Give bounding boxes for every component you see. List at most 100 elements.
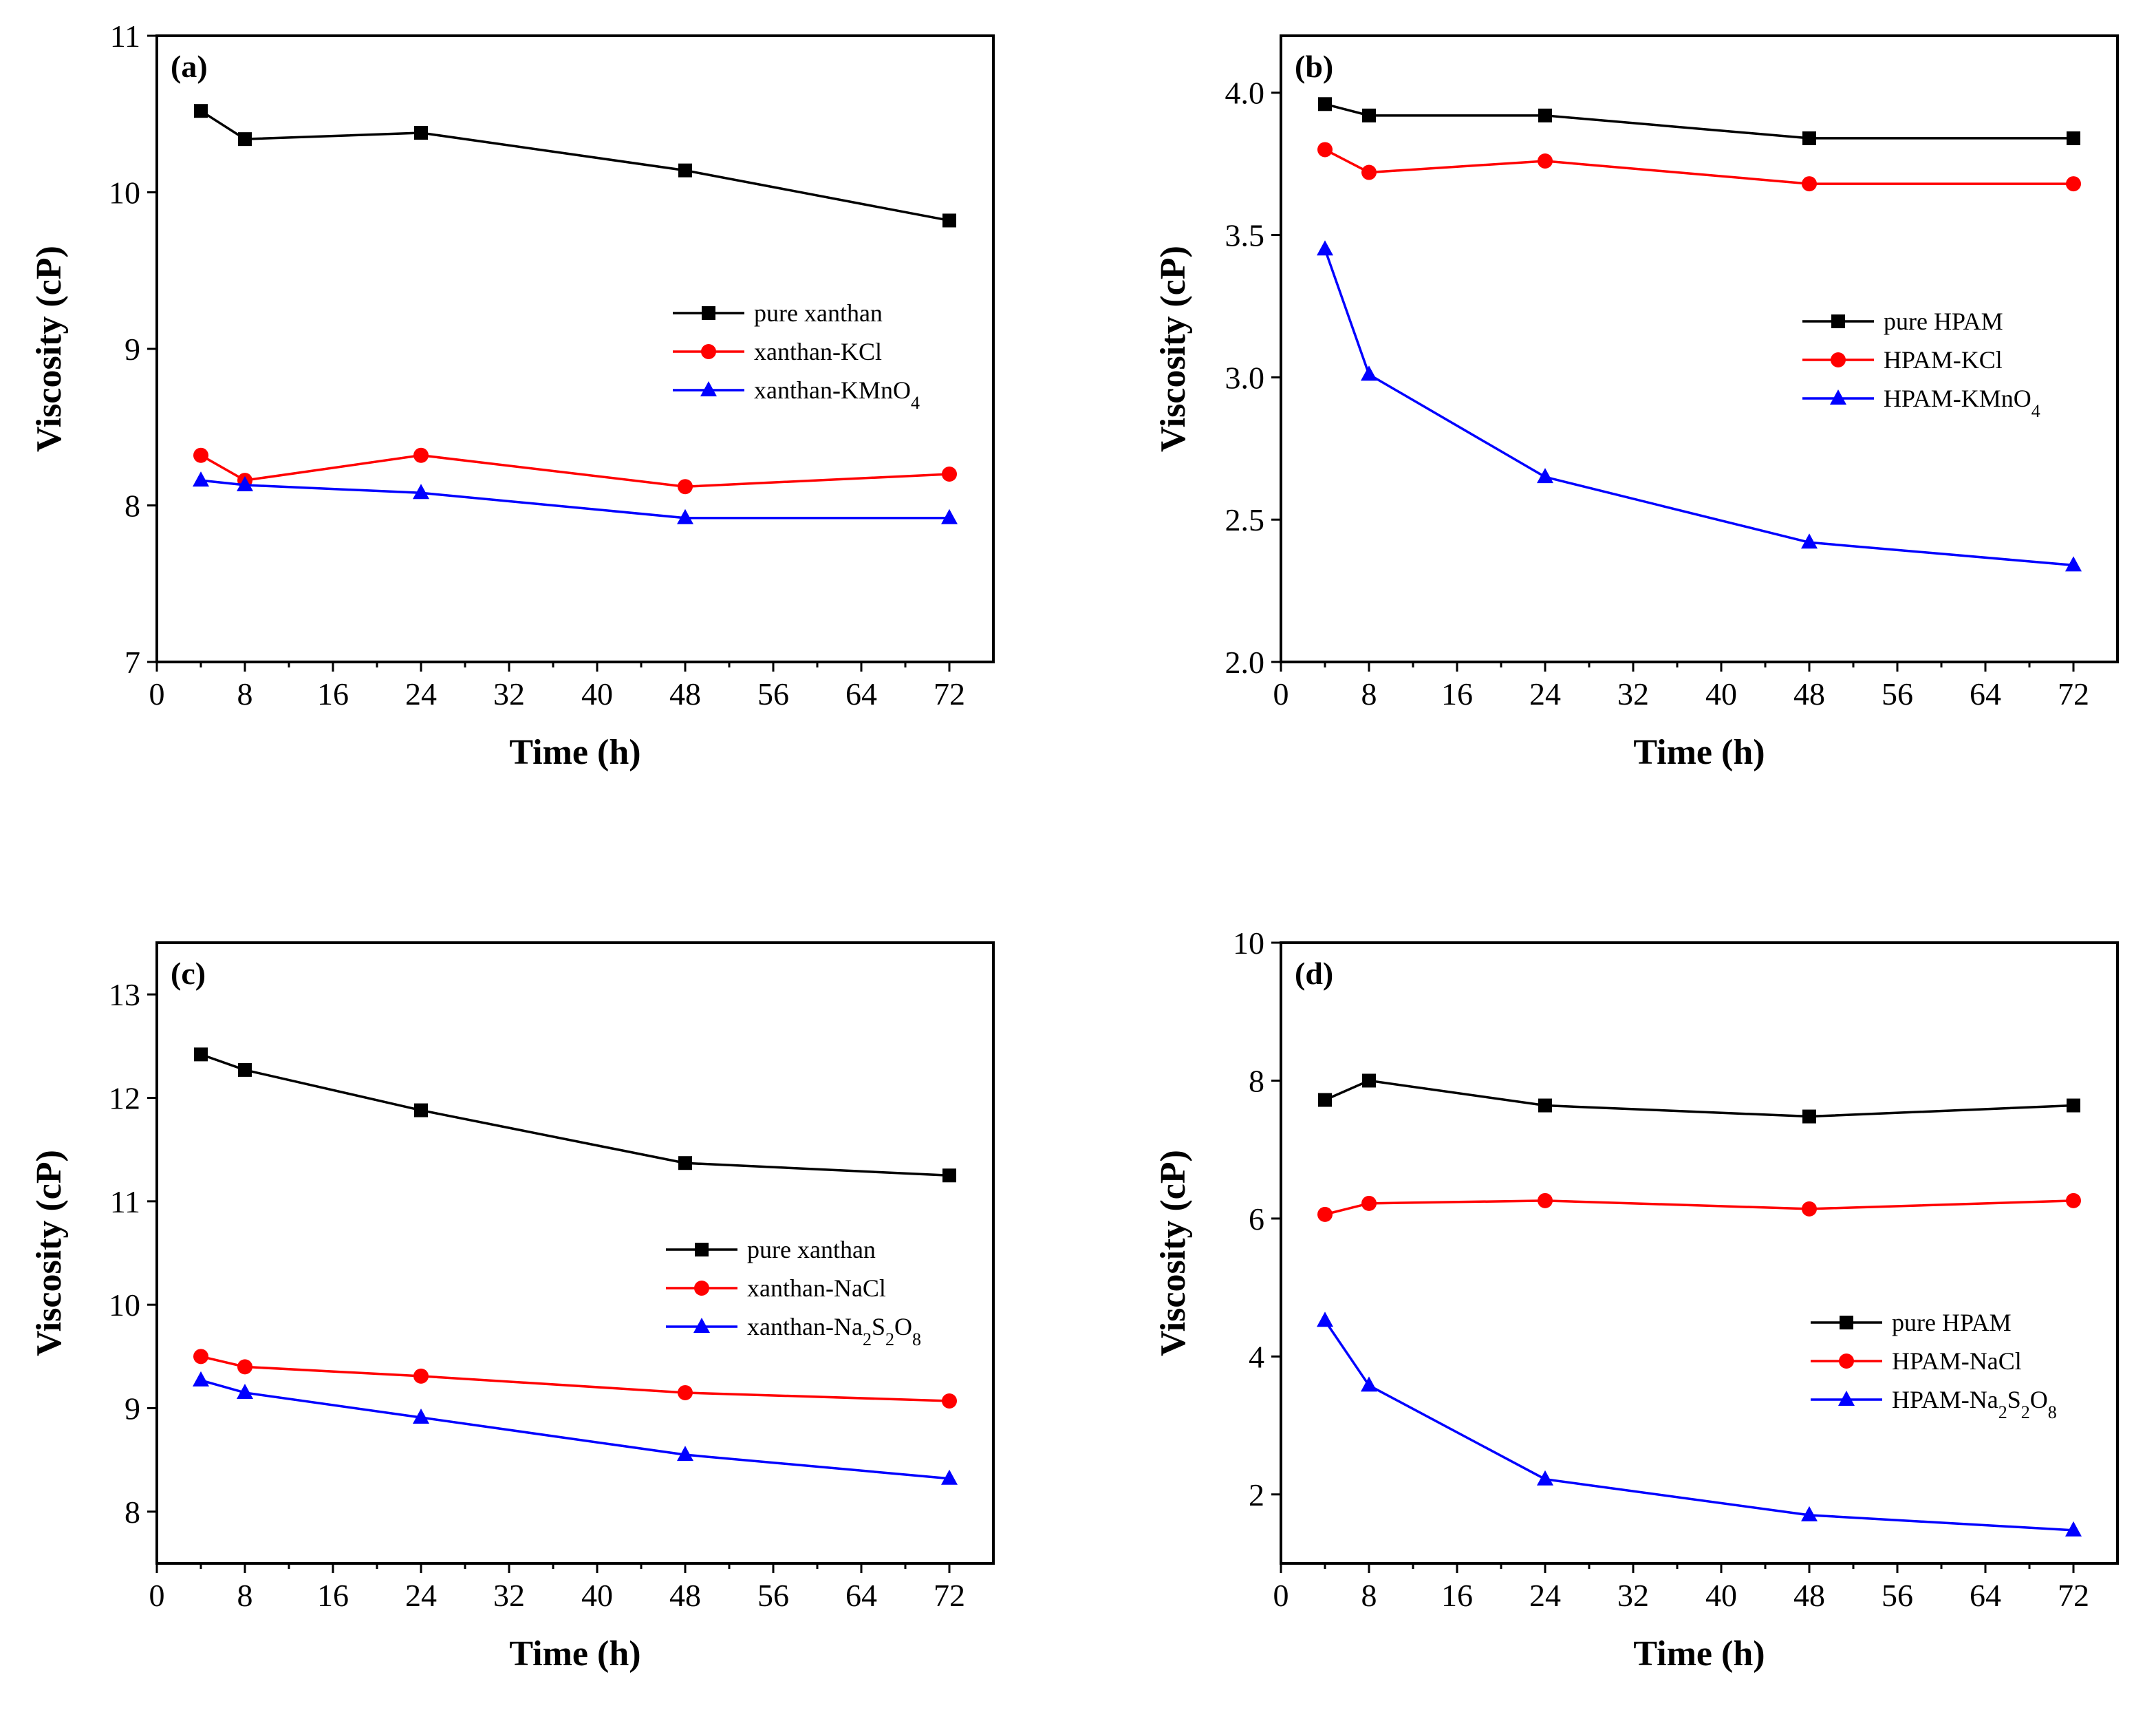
data-point [414, 126, 428, 140]
x-tick-label: 8 [237, 676, 253, 711]
x-tick-label: 16 [317, 1578, 349, 1613]
legend-marker [1830, 389, 1846, 405]
x-tick-label: 64 [845, 1578, 877, 1613]
data-point [238, 132, 252, 147]
legend-marker [1831, 352, 1846, 367]
y-tick-label: 11 [110, 1184, 140, 1219]
legend-marker [1839, 1353, 1854, 1369]
data-point [2065, 1521, 2082, 1537]
data-point [413, 447, 429, 463]
x-axis-label: Time (h) [509, 1634, 640, 1673]
data-point [1801, 1506, 1818, 1521]
data-point [238, 1062, 252, 1077]
series-line-0 [1324, 103, 2073, 140]
x-tick-label: 72 [934, 676, 965, 711]
x-tick-label: 40 [581, 676, 613, 711]
legend-label: xanthan-KMnO4 [754, 376, 920, 413]
data-point [1318, 97, 1332, 111]
series-line-1 [1324, 1199, 2074, 1216]
x-tick-label: 0 [1273, 676, 1289, 711]
x-tick-label: 72 [2058, 676, 2089, 711]
x-tick-label: 0 [1273, 1578, 1289, 1613]
data-point [942, 467, 957, 482]
x-tick-label: 40 [1705, 1578, 1737, 1613]
data-point [1362, 108, 1376, 122]
y-tick-label: 2.0 [1225, 645, 1265, 680]
data-point [1538, 1192, 1553, 1208]
data-point [1538, 108, 1552, 122]
y-tick-label: 3.0 [1225, 360, 1265, 395]
x-tick-label: 24 [1529, 1578, 1561, 1613]
data-point [413, 1368, 429, 1384]
legend-label: HPAM-KCl [1884, 346, 2003, 374]
x-tick-label: 0 [149, 1578, 165, 1613]
x-tick-label: 48 [669, 1578, 701, 1613]
data-point [1361, 164, 1377, 180]
legend-marker [700, 381, 717, 396]
series-line-0 [200, 109, 950, 222]
x-axis-label: Time (h) [1633, 1634, 1765, 1673]
y-tick-label: 4 [1249, 1339, 1264, 1374]
y-tick-label: 8 [125, 489, 140, 524]
legend-label: pure xanthan [754, 299, 883, 327]
plot-frame [1280, 941, 2119, 1565]
data-point [1361, 1195, 1377, 1211]
legend-marker [701, 344, 716, 359]
y-tick-label: 9 [125, 1391, 140, 1426]
data-point [2066, 176, 2081, 192]
data-point [1317, 240, 1333, 256]
legend-marker [1840, 1316, 1853, 1329]
x-axis-label: Time (h) [1633, 733, 1765, 772]
chart-panel-c: 0 8 16 24 32 40 48 56 64 72 8 9 10 11 12 13 Time (h) Visc… [30, 941, 995, 1673]
series-line-2 [200, 479, 949, 520]
legend-marker [693, 1318, 710, 1333]
plot-frame [155, 941, 995, 1565]
legend-marker [1838, 1391, 1855, 1406]
series-line-0 [200, 1053, 950, 1177]
data-point [1802, 176, 1817, 192]
data-point [1361, 365, 1377, 381]
data-point [193, 1349, 208, 1365]
data-point [413, 484, 429, 500]
x-axis-label: Time (h) [509, 733, 640, 772]
chart-panel-b: 0 8 16 24 32 40 48 56 64 72 2.0 2.5 3.0 3.5 4.0 Time (h… [1154, 34, 2119, 772]
data-point [1802, 1201, 1817, 1217]
x-tick-label: 16 [317, 676, 349, 711]
y-tick-label: 11 [110, 19, 140, 54]
y-tick-label: 3.5 [1225, 218, 1265, 253]
series-line-1 [200, 1355, 950, 1402]
data-point [1318, 1093, 1332, 1107]
data-point [193, 471, 209, 487]
series-line-1 [200, 453, 950, 488]
data-point [1802, 1109, 1816, 1124]
data-point [678, 1156, 692, 1170]
x-tick-label: 56 [757, 1578, 789, 1613]
legend-marker [694, 1281, 709, 1296]
x-tick-label: 32 [493, 676, 525, 711]
data-point [237, 475, 253, 491]
data-point [677, 509, 693, 524]
data-point [942, 1168, 956, 1183]
panel-label: (b) [1295, 49, 1333, 84]
data-point [942, 1393, 957, 1409]
legend-marker [1831, 314, 1845, 328]
data-point [678, 479, 693, 495]
data-point [941, 1469, 958, 1485]
plot-frame [1280, 34, 2119, 663]
y-tick-label: 4.0 [1225, 76, 1265, 111]
x-tick-label: 48 [669, 676, 701, 711]
data-point [194, 1047, 208, 1062]
y-tick-label: 10 [1233, 925, 1264, 961]
data-point [1362, 1073, 1376, 1088]
legend-label: HPAM-Na2S2O8 [1892, 1386, 2057, 1422]
y-tick-label: 8 [1249, 1063, 1264, 1098]
data-point [1538, 153, 1553, 169]
y-axis-label: Viscosity (cP) [1154, 246, 1193, 452]
x-tick-label: 56 [1882, 1578, 1913, 1613]
data-point [237, 1359, 252, 1375]
legend-label: xanthan-KCl [754, 338, 882, 365]
y-tick-label: 2 [1249, 1477, 1264, 1512]
legend-label: HPAM-KMnO4 [1884, 385, 2040, 421]
data-point [941, 509, 958, 524]
data-point [2067, 1098, 2080, 1113]
